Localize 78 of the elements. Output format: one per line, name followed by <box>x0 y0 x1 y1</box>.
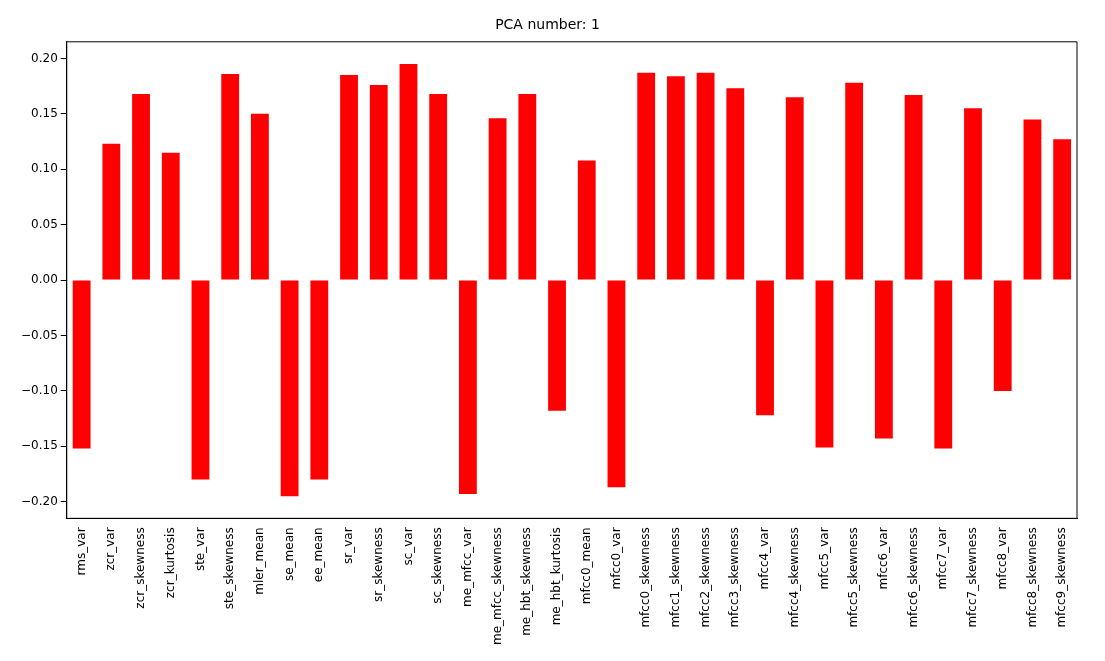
x-tick-label: mfcc8_var <box>994 527 1009 590</box>
y-tick-label: 0.00 <box>31 272 58 287</box>
bar <box>904 95 923 280</box>
x-tick-label: me_mfcc_var <box>460 527 475 607</box>
y-tick-label: 0.20 <box>31 50 58 65</box>
bar <box>132 93 150 280</box>
x-tick-label: mfcc8_skewness <box>1024 527 1039 628</box>
bar <box>221 73 240 280</box>
x-tick-label: ee_mean <box>311 527 326 583</box>
bar <box>964 108 982 280</box>
x-tick-label: mfcc5_skewness <box>846 527 861 628</box>
x-tick-label: mfcc0_skewness <box>638 527 653 628</box>
x-tick-label: mfcc5_var <box>816 527 831 590</box>
x-tick-label: sr_var <box>341 527 356 564</box>
bar <box>726 88 745 280</box>
x-tick-label: sr_skewness <box>370 527 385 603</box>
bar <box>369 85 388 280</box>
x-tick-label: mfcc4_skewness <box>786 527 801 628</box>
x-tick-label: mfcc1_skewness <box>668 527 683 628</box>
bar <box>518 93 537 280</box>
x-tick-label: zcr_skewness <box>133 527 148 609</box>
bar <box>666 76 685 280</box>
x-tick-label: mfcc0_mean <box>578 527 593 605</box>
bar <box>191 280 210 480</box>
y-tick-label: −0.20 <box>20 493 58 508</box>
bar <box>340 75 358 280</box>
x-tick-label: mfcc2_skewness <box>697 527 712 628</box>
x-tick-label: mfcc7_skewness <box>965 527 980 628</box>
x-tick-label: mfcc3_skewness <box>727 527 742 628</box>
bar <box>458 280 477 494</box>
x-tick-label: me_hbt_kurtosis <box>549 527 564 626</box>
x-tick-label: sc_skewness <box>430 527 445 604</box>
x-tick-label: mfcc7_var <box>935 527 950 590</box>
bar <box>577 160 596 280</box>
x-tick-label: rms_var <box>73 527 88 576</box>
x-tick-label: zcr_kurtosis <box>162 527 177 599</box>
bar <box>161 152 180 280</box>
bar <box>785 97 804 280</box>
bar <box>874 280 893 439</box>
bar <box>934 280 953 449</box>
x-tick-label: mfcc9_skewness <box>1054 527 1069 628</box>
y-tick-label: −0.05 <box>20 327 58 342</box>
bar <box>756 280 774 416</box>
bar <box>250 113 269 280</box>
x-tick-label: se_mean <box>281 527 296 582</box>
bar <box>399 63 418 280</box>
bar <box>815 280 834 448</box>
bar <box>72 280 91 449</box>
x-tick-label: me_mfcc_skewness <box>489 527 504 646</box>
y-tick-label: 0.05 <box>31 216 58 231</box>
y-tick-label: 0.10 <box>31 161 58 176</box>
bar <box>845 82 864 280</box>
x-tick-label: mfcc0_var <box>608 527 623 590</box>
bar <box>637 72 656 280</box>
x-tick-label: mfcc4_var <box>757 527 772 590</box>
bar <box>607 280 626 488</box>
bar <box>429 93 448 280</box>
bar <box>488 118 507 280</box>
bar <box>102 143 121 280</box>
x-tick-label: sc_var <box>400 527 415 566</box>
x-tick-label: zcr_var <box>103 527 118 571</box>
bar <box>1023 119 1042 280</box>
x-tick-label: mfcc6_skewness <box>905 527 920 628</box>
x-tick-label: mfcc6_var <box>875 527 890 590</box>
y-tick-label: −0.15 <box>20 438 58 453</box>
bar <box>993 280 1012 391</box>
chart-title: PCA number: 1 <box>495 16 600 33</box>
bar <box>696 72 715 280</box>
y-tick-label: 0.15 <box>31 105 58 120</box>
bar <box>280 280 299 497</box>
x-tick-label: ste_skewness <box>222 527 237 610</box>
bar <box>1053 139 1072 280</box>
y-tick-label: −0.10 <box>20 383 58 398</box>
bar <box>310 280 329 480</box>
x-tick-label: me_hbt_skewness <box>519 527 534 636</box>
x-tick-label: ste_var <box>192 527 207 572</box>
bar <box>548 280 566 411</box>
x-tick-label: mler_mean <box>252 527 267 595</box>
